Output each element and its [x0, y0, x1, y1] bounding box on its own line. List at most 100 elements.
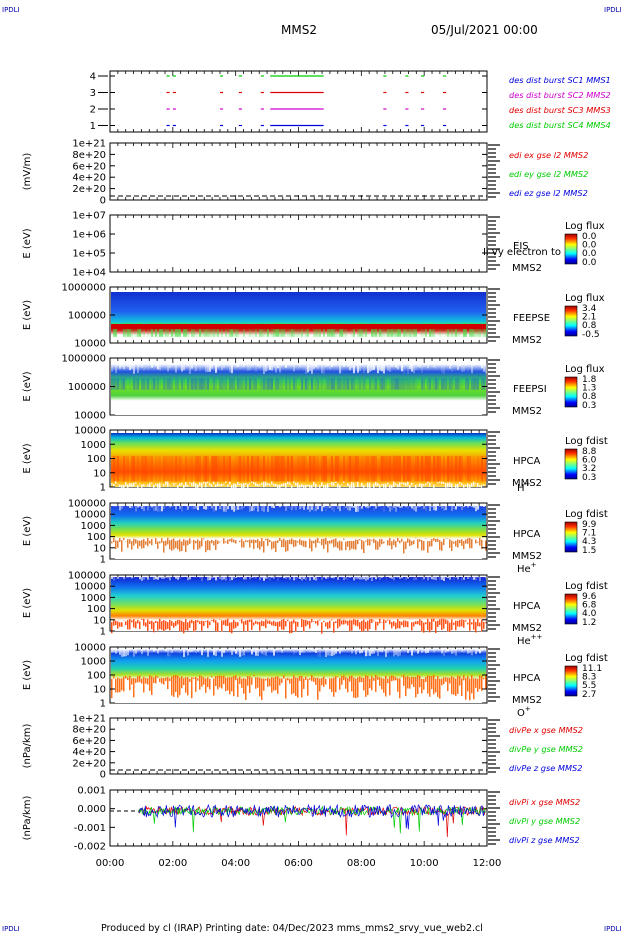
panel-hpca_he-ytick-label: 100000 — [68, 499, 106, 510]
x-tick-label: 00:00 — [96, 858, 125, 869]
panel-edi-legend-1: edi ey gse l2 MMS2 — [509, 169, 588, 179]
panel-hpca_h-spectrogram-texture — [111, 455, 487, 491]
panel-hpca_h-spacecraft: MMS2 — [512, 478, 542, 489]
panel-divpi-legend-2: divPi z gse MMS2 — [509, 835, 580, 845]
panel-hpca_o-ytick-label: 1000 — [81, 657, 106, 668]
footer-credit: Produced by cl (IRAP) Printing date: 04/… — [101, 923, 483, 934]
panel-hpca_o-colorbar-label: 11.1 — [582, 664, 602, 674]
panel-hpca_h-colorbar-label: 0.3 — [582, 473, 596, 483]
panel-burst-legend-0: des dist burst SC1 MMS1 — [509, 75, 611, 85]
panel-hpca_h-ytick-label: 1 — [100, 483, 106, 494]
x-tick-label: 08:00 — [347, 858, 376, 869]
panel-feepsi-colorbar-label: 1.3 — [582, 384, 596, 394]
panel-hpca_o-ytick-label: 100 — [87, 671, 106, 682]
panel-hpca_hepp-ytick-label: 1000 — [81, 593, 106, 604]
panel-divpe-ytick-label: 1e+21 — [72, 714, 106, 725]
panel-hpca_he-species: He+ — [517, 561, 537, 575]
panel-hpca_he-ytick-label: 10 — [93, 543, 106, 554]
panel-divpi-ytick-label: -0.001 — [74, 823, 106, 834]
panel-burst-ytick-label: 1 — [90, 121, 96, 132]
panel-feepsi-ytick-label: 10000 — [74, 411, 106, 422]
panel-feepse-colorbar-label: 2.1 — [582, 313, 596, 323]
x-tick-label: 04:00 — [221, 858, 250, 869]
panel-hpca_hepp-ytick-label: 1 — [100, 627, 106, 638]
corner-label-top-left: IPDLI — [2, 6, 20, 14]
panel-hpca_h-ytick-label: 10 — [93, 468, 106, 479]
panel-eis-ylabel: E (eV) — [22, 228, 33, 258]
panel-hpca_he-colorbar-title: Log fdist — [565, 509, 608, 520]
corner-label-bottom-left: IPDLI — [2, 925, 20, 933]
panel-burst-ytick-label: 3 — [90, 88, 96, 99]
panel-eis-colorbar-label: 0.0 — [582, 249, 597, 259]
panel-hpca_o-colorbar — [564, 665, 578, 697]
panel-feepsi-spacecraft: MMS2 — [512, 406, 542, 417]
panel-hpca_hepp-colorbar-label: 6.8 — [582, 601, 597, 611]
panel-edi-ytick-label: 8e+20 — [72, 150, 106, 161]
panel-hpca_hepp-ylabel: E (eV) — [22, 588, 33, 618]
panel-eis-instrument: EIS — [513, 241, 529, 252]
panel-feepse-red-band — [111, 324, 486, 329]
panel-eis-colorbar-label: 0.0 — [582, 258, 597, 268]
panel-edi-legend-2: edi ez gse l2 MMS2 — [509, 188, 588, 198]
panel-hpca_hepp-ytick-label: 100000 — [68, 571, 106, 582]
panel-divpe-ytick-label: 2e+20 — [72, 758, 106, 769]
panel-hpca_o-species: O+ — [517, 705, 531, 719]
panel-feepse-colorbar-label: 3.4 — [582, 304, 597, 314]
panel-feepse-spectrogram-texture — [111, 322, 487, 337]
panel-feepse-colorbar-label: -0.5 — [582, 330, 600, 340]
panel-hpca_o-colorbar-title: Log fdist — [565, 653, 608, 664]
panel-feepsi-ytick-label: 100000 — [68, 382, 106, 393]
panel-divpe-ytick-label: 8e+20 — [72, 725, 106, 736]
panel-divpi-series-z — [138, 803, 486, 830]
panel-hpca_h-spectrogram — [111, 433, 486, 487]
panel-divpe-ytick-label: 4e+20 — [72, 747, 106, 758]
panel-hpca_he-colorbar-label: 4.3 — [582, 537, 596, 547]
panel-feepse-colorbar-title: Log flux — [565, 293, 605, 304]
panel-edi-ylabel: (mV/m) — [22, 153, 33, 191]
header-datetime: 05/Jul/2021 00:00 — [431, 23, 538, 37]
panel-hpca_hepp-colorbar-label: 9.6 — [582, 592, 597, 602]
panel-hpca_h-species: H+ — [517, 480, 531, 494]
panel-edi-ytick-label: 6e+20 — [72, 161, 106, 172]
panel-feepsi-colorbar — [564, 376, 578, 408]
panel-divpi-legend-1: divPi y gse MMS2 — [509, 816, 580, 826]
panel-feepse-colorbar-label: 0.8 — [582, 321, 597, 331]
panel-burst-ytick-label: 4 — [90, 72, 96, 83]
panel-edi-ytick-label: 1e+21 — [72, 139, 106, 150]
x-tick-label: 12:00 — [473, 858, 502, 869]
panel-feepsi-colorbar-label: 0.3 — [582, 401, 596, 411]
panel-hpca_he-colorbar-label: 7.1 — [582, 529, 596, 539]
panel-eis-colorbar-title: Log flux — [565, 221, 605, 232]
panel-feepsi-instrument: FEEPSI — [513, 384, 547, 395]
panel-edi-ytick-label: 4e+20 — [72, 173, 106, 184]
panel-eis-colorbar-label: 0.0 — [582, 241, 597, 251]
panel-divpi-ytick-label: 0.000 — [77, 804, 106, 815]
header-spacecraft: MMS2 — [281, 23, 317, 37]
panel-hpca_hepp-ytick-label: 10 — [93, 615, 106, 626]
panel-divpe-ylabel: (nPa/km) — [22, 724, 33, 769]
panel-hpca_he-ylabel: E (eV) — [22, 516, 33, 546]
panel-hpca_he-spectrogram-texture — [111, 506, 487, 554]
corner-label-top-right: IPDLI — [604, 6, 622, 14]
panel-divpe-ytick-label: 6e+20 — [72, 736, 106, 747]
panel-edi-legend-0: edi ex gse l2 MMS2 — [509, 150, 588, 160]
x-tick-label: 02:00 — [158, 858, 187, 869]
panel-hpca_o-spacecraft: MMS2 — [512, 695, 542, 706]
panel-hpca_hepp-colorbar-label: 1.2 — [582, 618, 596, 628]
panel-eis-spacecraft: MMS2 — [512, 263, 542, 274]
panel-hpca_hepp-spectrogram-texture — [111, 577, 487, 634]
panel-hpca_o-ylabel: E (eV) — [22, 660, 33, 690]
panel-eis-frame — [109, 214, 488, 273]
panel-hpca_he-colorbar — [564, 521, 578, 553]
panel-feepse-ytick-label: 10000 — [74, 339, 106, 350]
panel-hpca_he-spacecraft: MMS2 — [512, 551, 542, 562]
panel-burst-legend-2: des dist burst SC3 MMS3 — [509, 105, 611, 115]
panel-feepse-colorbar — [564, 305, 578, 337]
panel-feepsi-spectrogram — [111, 364, 486, 415]
panel-hpca_hepp-ytick-label: 10000 — [74, 582, 106, 593]
panel-divpe-ytick-label: 0 — [100, 770, 106, 781]
panel-hpca_o-ytick-label: 10000 — [74, 643, 106, 654]
panel-hpca_h-instrument: HPCA — [513, 456, 541, 467]
panel-edi-frame — [109, 142, 488, 201]
